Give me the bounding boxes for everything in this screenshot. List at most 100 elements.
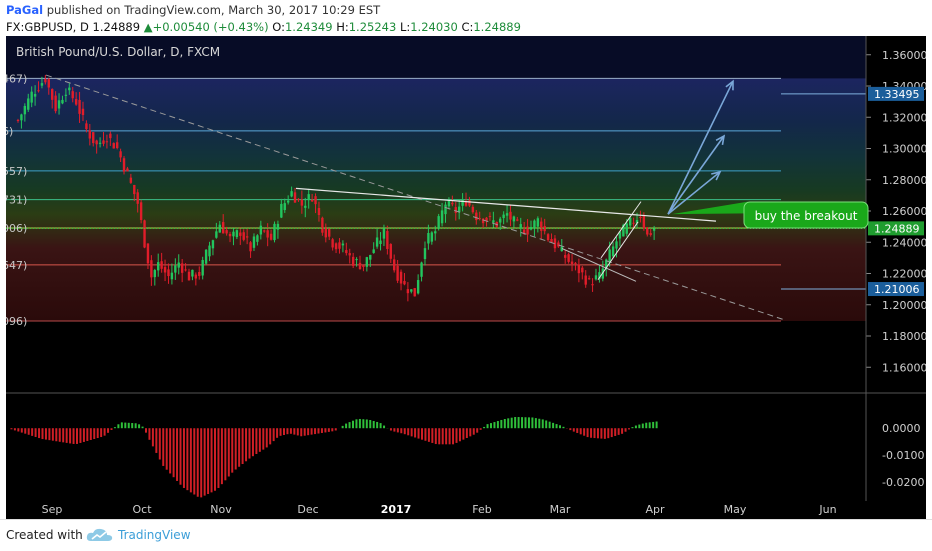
candle-body	[201, 259, 204, 276]
candle-body	[625, 223, 628, 234]
candle-body	[403, 280, 406, 285]
candle-body	[478, 218, 481, 220]
candle-body	[413, 288, 416, 297]
candle-body	[379, 240, 382, 245]
time-tick-label: May	[724, 503, 747, 516]
author-name[interactable]: PaGal	[6, 3, 44, 17]
candle-body	[540, 221, 543, 231]
fib-label: 006)	[6, 222, 27, 235]
low-value: 1.24030	[410, 20, 458, 34]
candle-body	[386, 231, 389, 249]
tradingview-link[interactable]: TradingView	[118, 528, 191, 542]
candle-body	[245, 236, 249, 238]
candle-body	[44, 79, 47, 83]
channel-line	[600, 201, 642, 259]
candle-body	[177, 262, 180, 268]
time-tick-label: Jun	[818, 503, 836, 516]
ohlc-line: FX:GBPUSD, D 1.24889 ▲+0.00540 (+0.43%) …	[6, 20, 521, 34]
candle-body	[557, 242, 560, 247]
arrow-head	[711, 170, 722, 181]
high-value: 1.25243	[348, 20, 397, 34]
candle-body	[594, 275, 598, 280]
time-tick-label: Oct	[132, 503, 152, 516]
target-arrow	[667, 80, 734, 215]
candle-body	[95, 140, 98, 145]
candle-body	[232, 231, 235, 237]
candle-body	[420, 262, 423, 277]
candle-body	[109, 133, 112, 139]
candle-body	[406, 289, 410, 294]
candle-body	[160, 261, 163, 269]
candle-body	[81, 108, 85, 116]
open-label: O:	[272, 20, 285, 34]
candle-body	[297, 198, 300, 200]
publish-line: PaGal published on TradingView.com, Marc…	[6, 3, 380, 17]
osc-tick-label: 0.0000	[882, 422, 921, 435]
callout-box	[743, 201, 869, 229]
candle-body	[338, 242, 341, 249]
candle-body	[150, 260, 153, 278]
candle-body	[362, 265, 365, 267]
candle-body	[71, 91, 74, 99]
candle-body	[191, 269, 194, 277]
candle-body	[605, 259, 608, 270]
price-tick-label: 1.32000	[882, 111, 926, 124]
candle-body	[307, 194, 310, 201]
candle-body	[198, 271, 201, 276]
price-chart[interactable]: 467)6)557)731)006)647)096) 1.360001.3400…	[6, 36, 926, 519]
candle-body	[170, 272, 174, 280]
candle-body	[519, 224, 522, 229]
candle-body	[492, 220, 495, 223]
candle-body	[40, 83, 44, 86]
candle-body	[355, 259, 358, 261]
candle-body	[461, 199, 464, 206]
callout-pointer	[672, 201, 748, 215]
candle-body	[184, 269, 187, 271]
candle-body	[464, 201, 468, 206]
candle-body	[389, 244, 392, 259]
price-badge	[868, 282, 924, 297]
candle-body	[427, 232, 430, 244]
candle-body	[423, 248, 427, 260]
chart-panel[interactable]: 467)6)557)731)006)647)096) 1.360001.3400…	[6, 36, 926, 519]
candle-body	[239, 232, 242, 236]
candle-body	[105, 141, 109, 143]
arrow-head	[715, 134, 726, 146]
time-tick-label: Dec	[297, 503, 318, 516]
candle-body	[51, 89, 54, 100]
candle-body	[635, 220, 639, 224]
candle-body	[516, 219, 519, 221]
close-value: 1.24889	[473, 20, 521, 34]
price-tick-label: 1.24000	[882, 236, 926, 249]
candle-body	[47, 79, 50, 88]
callout-text: buy the breakout	[755, 209, 858, 223]
candle-body	[252, 236, 256, 248]
candle-body	[78, 99, 81, 114]
chart-title: British Pound/U.S. Dollar, D, FXCM	[16, 45, 220, 59]
candle-body	[642, 215, 646, 229]
candle-body	[543, 226, 546, 232]
close-label: C:	[461, 20, 474, 34]
candle-body	[348, 253, 351, 256]
fib-label: 467)	[6, 72, 27, 85]
candle-body	[416, 280, 420, 294]
candle-body	[256, 235, 259, 242]
candle-body	[61, 99, 64, 104]
candle-body	[187, 271, 191, 281]
candle-body	[222, 222, 225, 234]
candle-body	[204, 249, 208, 264]
candle-body	[225, 230, 228, 234]
candle-body	[375, 237, 379, 247]
candle-body	[136, 192, 139, 204]
candle-body	[126, 168, 129, 172]
price-badge-label: 1.33495	[874, 88, 920, 101]
price-tick-label: 1.26000	[882, 205, 926, 218]
candle-body	[328, 229, 331, 237]
channel-line	[597, 221, 639, 281]
candle-body	[163, 267, 167, 273]
osc-tick-label: -0.0100	[882, 449, 924, 462]
candle-body	[649, 233, 652, 235]
candle-body	[608, 249, 611, 263]
candle-body	[632, 222, 635, 224]
candle-body	[345, 250, 348, 254]
